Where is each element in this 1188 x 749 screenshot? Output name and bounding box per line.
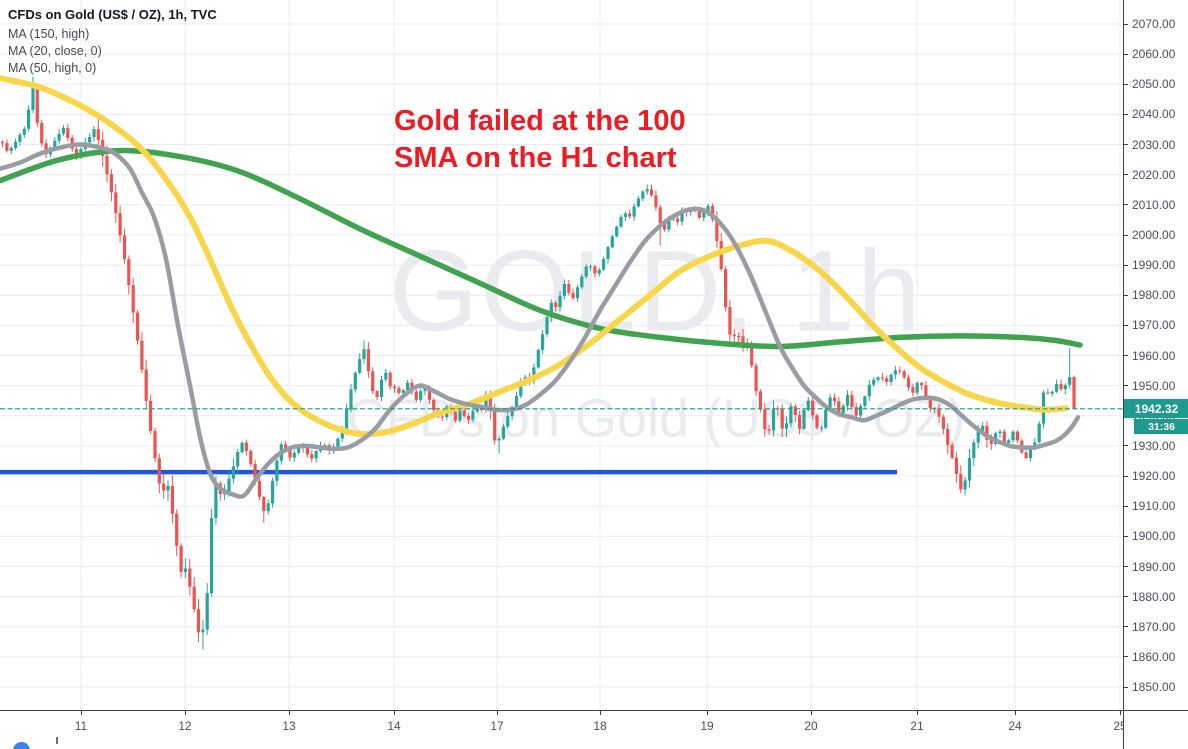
time-tick-mark	[394, 711, 395, 715]
time-tick-mark	[185, 711, 186, 715]
price-axis[interactable]: 1942.32 31:36 2070.00 2060.00 2050.00 2040.…	[1123, 0, 1188, 710]
tick-dash	[1124, 566, 1128, 567]
price-tick-label: 1960.00	[1124, 349, 1175, 363]
tick-dash	[1124, 83, 1128, 85]
tick-dash	[1124, 535, 1128, 537]
price-tick-label: 2000.00	[1124, 228, 1175, 242]
tick-dash	[1124, 596, 1128, 598]
price-tick-label: 1880.00	[1124, 590, 1175, 604]
time-tick-mark	[600, 711, 601, 715]
time-tick-mark	[811, 711, 812, 715]
time-tick-mark	[497, 711, 498, 715]
time-tick-mark	[1120, 711, 1121, 715]
price-tick-label: 2050.00	[1124, 77, 1175, 91]
price-tick-label: 1990.00	[1124, 258, 1175, 272]
time-tick-label: 12	[178, 719, 192, 733]
price-tick-label: 1870.00	[1124, 620, 1175, 634]
ma-line-150[interactable]	[0, 147, 1083, 350]
tick-dash	[1124, 324, 1128, 326]
time-tick-label: 19	[700, 719, 714, 733]
indicator-ma-150[interactable]: MA (150, high)	[8, 27, 90, 41]
clock-icon-fragment	[56, 737, 58, 744]
tick-dash	[1124, 53, 1128, 55]
price-tick-label: 1930.00	[1124, 439, 1175, 453]
price-tick-label: 1920.00	[1124, 469, 1175, 483]
tick-dash	[1124, 23, 1128, 25]
price-tick-label: 1910.00	[1124, 499, 1175, 513]
tick-dash	[1124, 113, 1128, 115]
tick-dash	[1124, 445, 1128, 447]
bar-countdown-label: 31:36	[1134, 419, 1188, 435]
tick-dash	[1124, 626, 1128, 628]
annotation-line-1: Gold failed at the 100	[394, 105, 686, 137]
text-annotation[interactable]: Gold failed at the 100 SMA on the H1 cha…	[394, 103, 686, 177]
tick-dash	[1124, 264, 1128, 266]
last-price-value: 1942.32	[1134, 401, 1179, 416]
tick-dash	[1124, 294, 1128, 296]
tick-dash	[1124, 385, 1128, 387]
price-tick-label: 1980.00	[1124, 288, 1175, 302]
tick-dash	[1124, 234, 1128, 236]
indicator-ma-50[interactable]: MA (50, high, 0)	[8, 61, 97, 75]
time-axis[interactable]: 11 12 13 14 17 18 19 20 21 24 25	[0, 710, 1123, 749]
axis-corner	[1123, 710, 1188, 749]
price-tick-label: 1850.00	[1124, 680, 1175, 694]
price-tick-label: 2020.00	[1124, 168, 1175, 182]
tick-dash	[1124, 204, 1128, 206]
tick-dash	[1124, 686, 1128, 688]
price-tick-label: 2040.00	[1124, 107, 1175, 121]
time-tick-label: 14	[387, 719, 401, 733]
time-tick-label: 13	[282, 719, 296, 733]
price-tick-label: 2010.00	[1124, 198, 1175, 212]
price-tick-label: 1860.00	[1124, 650, 1175, 664]
price-tick-label: 2060.00	[1124, 47, 1175, 61]
ma-line-500[interactable]	[0, 75, 1069, 438]
time-tick-label: 21	[910, 719, 924, 733]
price-tick-label: 1950.00	[1124, 379, 1175, 393]
tick-dash	[1124, 174, 1128, 176]
time-tick-label: 20	[804, 719, 818, 733]
price-tick-label: 1900.00	[1124, 529, 1175, 543]
tick-dash	[1124, 505, 1128, 507]
symbol-title[interactable]: CFDs on Gold (US$ / OZ), 1h, TVC	[8, 7, 217, 22]
time-tick-label: 11	[74, 719, 88, 733]
time-tick-mark	[81, 711, 82, 715]
time-tick-mark	[707, 711, 708, 715]
time-tick-label: 18	[593, 719, 607, 733]
tick-dash	[1124, 656, 1128, 658]
time-tick-label: 24	[1008, 719, 1022, 733]
last-price-label: 1942.32	[1124, 399, 1188, 419]
time-tick-mark	[917, 711, 918, 715]
price-tick-label: 1970.00	[1124, 318, 1175, 332]
platform-logo-icon[interactable]	[13, 742, 30, 749]
price-tick-label: 2030.00	[1124, 138, 1175, 152]
price-tick-label: 1890.00	[1124, 560, 1175, 574]
tick-dash	[1124, 355, 1128, 356]
annotation-line-2: SMA on the H1 chart	[394, 142, 677, 174]
time-tick-mark	[1015, 711, 1016, 715]
ma-line-200[interactable]	[0, 142, 1081, 499]
price-tick-label: 2070.00	[1124, 17, 1175, 31]
tick-dash	[1124, 475, 1128, 477]
time-tick-label: 25	[1113, 719, 1123, 733]
time-tick-mark	[289, 711, 290, 715]
legend: CFDs on Gold (US$ / OZ), 1h, TVC MA (150…	[8, 7, 217, 77]
indicator-ma-20[interactable]: MA (20, close, 0)	[8, 44, 102, 58]
countdown-value: 31:36	[1148, 420, 1175, 433]
tick-dash	[1124, 144, 1128, 145]
time-tick-label: 17	[490, 719, 504, 733]
